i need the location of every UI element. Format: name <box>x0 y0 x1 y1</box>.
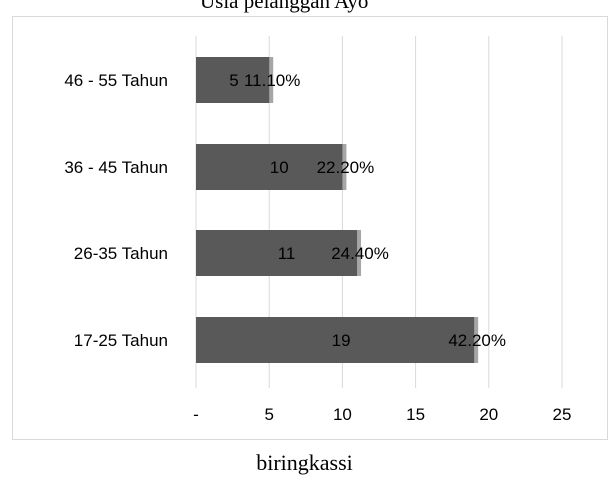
chart-frame <box>12 16 608 440</box>
category-label: 17-25 Tahun <box>74 331 168 350</box>
percent-label: 24.40% <box>331 244 389 263</box>
value-label: 11 <box>278 244 296 263</box>
x-tick-label: 5 <box>264 405 273 424</box>
percent-label: 11.10% <box>244 71 300 90</box>
x-tick-label: - <box>193 405 199 424</box>
percent-label: 22.20% <box>317 158 375 177</box>
category-label: 26-35 Tahun <box>74 244 168 263</box>
bar <box>196 144 343 190</box>
bars <box>196 57 479 363</box>
bar <box>196 230 358 276</box>
x-tick-label: 25 <box>553 405 572 424</box>
category-labels: 46 - 55 Tahun 36 - 45 Tahun 26-35 Tahun 17-… <box>64 71 168 350</box>
x-tick-label: 15 <box>406 405 425 424</box>
page-title: Usia pelanggan Ayo <box>200 0 369 13</box>
value-label: 5 <box>229 71 238 90</box>
data-labels: 5 11.10% 10 22.20% 11 24.40% 19 42.20% <box>229 71 506 350</box>
x-tick-label: 20 <box>479 405 498 424</box>
figure-caption: biringkassi <box>256 450 353 475</box>
category-label: 36 - 45 Tahun <box>64 158 168 177</box>
x-tick-label: 10 <box>333 405 352 424</box>
category-label: 46 - 55 Tahun <box>64 71 168 90</box>
bar <box>196 57 270 103</box>
percent-label: 42.20% <box>448 331 506 350</box>
bar <box>196 317 475 363</box>
value-label: 19 <box>332 331 351 350</box>
x-tick-labels: - 5 10 15 20 25 <box>193 405 571 424</box>
value-label: 10 <box>270 158 289 177</box>
